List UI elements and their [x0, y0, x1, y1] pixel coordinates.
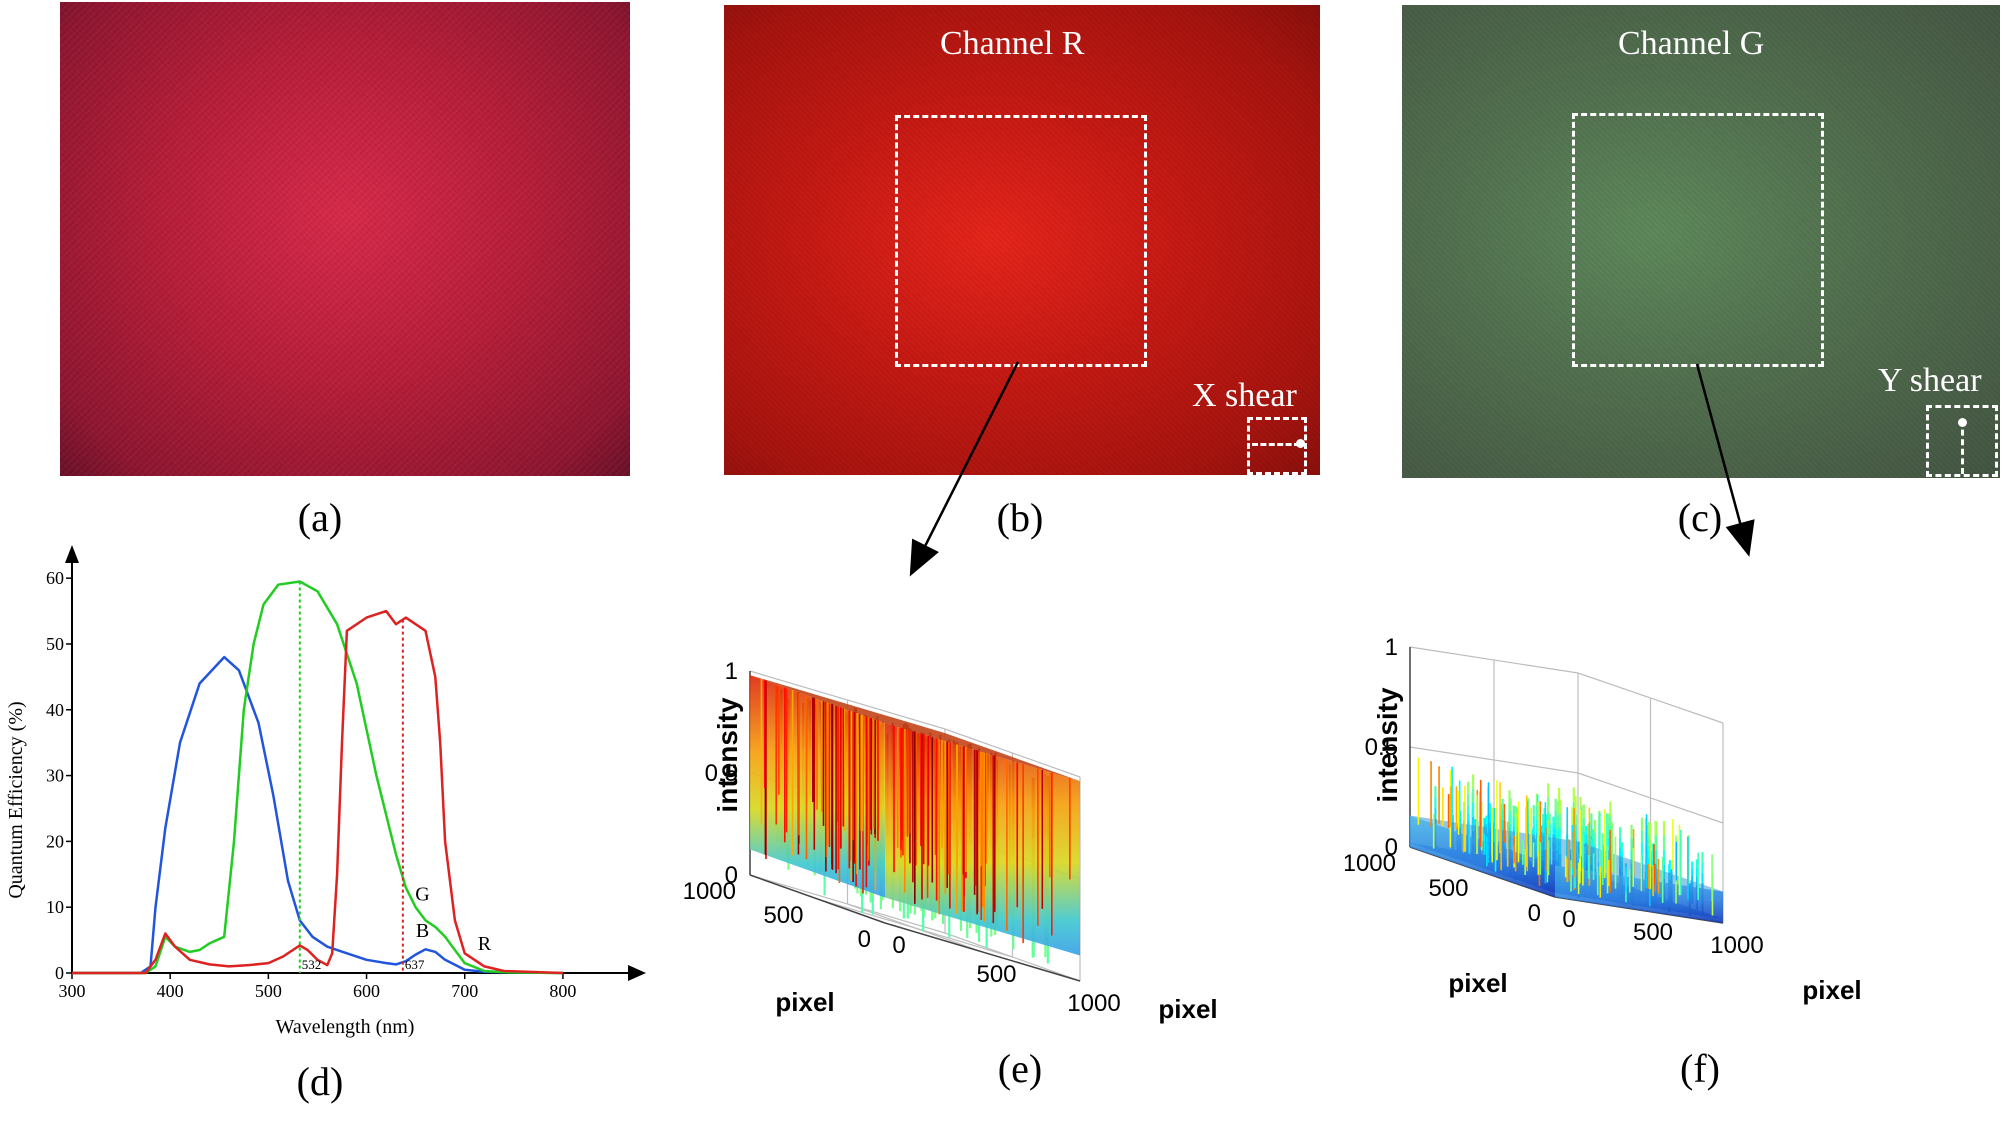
panel-d-letter: (d)	[296, 1059, 344, 1104]
x-shear-dot	[1296, 439, 1305, 448]
series-R-label: R	[478, 933, 492, 955]
panel-a-letter: (a)	[297, 495, 343, 540]
x-tick-label: 1000	[1710, 932, 1763, 959]
y-tick-label: 20	[46, 831, 64, 851]
series-B-line	[72, 655, 563, 975]
series-G-line	[72, 580, 563, 975]
marker-label-637: 637	[405, 957, 425, 972]
x-tick-label: 700	[451, 981, 478, 1001]
y-tick-label: 1000	[1345, 850, 1396, 877]
panel-b-letter: (b)	[996, 495, 1044, 540]
grid-line	[1409, 746, 1579, 774]
surface-top	[750, 675, 1080, 782]
qe-xlabel: Wavelength (nm)	[276, 1016, 415, 1038]
arrow-c-to-f	[1695, 363, 1755, 557]
x-tick-label: 400	[157, 981, 184, 1001]
z-tick-label: 1	[1385, 634, 1398, 661]
panel-a-image	[60, 2, 630, 476]
noise-overlay	[60, 2, 630, 476]
x-shear-box	[1247, 417, 1307, 475]
panel-e-letter: (e)	[997, 1046, 1043, 1091]
x-shear-arrow	[1252, 443, 1300, 446]
e-ylabel: pixel	[775, 987, 834, 1017]
y-shear-dot	[1958, 418, 1967, 427]
series-R-line	[72, 609, 563, 975]
y-shear-box	[1926, 405, 1998, 477]
z-tick-label: 0	[1385, 834, 1398, 861]
y-tick-label: 0	[1528, 900, 1541, 927]
y-shear-arrow	[1961, 420, 1964, 474]
noise-overlay	[724, 5, 1320, 475]
y-tick-label: 40	[46, 700, 64, 720]
y-axis-line	[749, 874, 886, 924]
x-tick-label: 800	[549, 981, 576, 1001]
surface-foreground-spikes	[760, 679, 1071, 944]
qe-chart: 300 400 500 600 700 800 0 10 20 30 40 50 60 BG R 532 63…	[5, 545, 646, 1038]
qe-ylabel: Quantum Efficiency (%)	[5, 701, 27, 898]
panel-c-image: Channel G Y shear	[1402, 5, 2000, 478]
y-tick-label: 0	[55, 963, 64, 983]
channel-r-label: Channel R	[940, 25, 1085, 62]
z-tick-label: 0.5	[705, 760, 738, 787]
panel-c-letter: (c)	[1677, 495, 1723, 540]
x-tick-label: 500	[1633, 919, 1673, 946]
series-G-label: G	[415, 884, 429, 906]
panel-b-image: Channel R X shear	[724, 5, 1320, 475]
y-tick-label: 1000	[683, 878, 736, 905]
e-zlabel: intensity	[712, 697, 743, 813]
x-tick-label: 1000	[1067, 990, 1120, 1017]
x-tick-label: 0	[1562, 906, 1575, 933]
z-tick-label: 0.5	[1365, 734, 1398, 761]
f-zlabel: intensity	[1372, 687, 1403, 803]
series-B-label: B	[416, 920, 429, 942]
arrow-b-to-e	[909, 361, 1020, 577]
y-tick-label: 0	[858, 926, 871, 953]
x-tick-label: 0	[892, 932, 905, 959]
f-ylabel: pixel	[1448, 968, 1507, 998]
x-tick-label: 600	[353, 981, 380, 1001]
x-tick-label: 500	[976, 961, 1016, 988]
y-tick-label: 10	[46, 897, 64, 917]
y-axis-arrowhead	[65, 545, 79, 563]
surface-left-face	[1410, 815, 1555, 897]
e-xlabel: pixel	[1158, 994, 1217, 1024]
y-tick-label: 500	[1428, 875, 1468, 902]
surface-foreground-spikes	[1417, 757, 1714, 916]
x-shear-label: X shear	[1192, 377, 1297, 414]
y-tick-label: 30	[46, 766, 64, 786]
noise-overlay	[1402, 5, 2000, 478]
x-axis-arrowhead	[628, 965, 646, 981]
x-axis-line	[884, 922, 1081, 982]
y-tick-label: 500	[763, 902, 803, 929]
y-tick-label: 60	[46, 568, 64, 588]
channel-g-label: Channel G	[1618, 25, 1765, 62]
f-xlabel: pixel	[1802, 975, 1861, 1005]
z-tick-label: 1	[725, 658, 738, 685]
y-tick-label: 50	[46, 634, 64, 654]
z-tick-label: 0	[725, 862, 738, 889]
panel-f-letter: (f)	[1680, 1046, 1720, 1091]
x-tick-label: 500	[255, 981, 282, 1001]
grid-line	[1577, 772, 1724, 824]
y-shear-label: Y shear	[1878, 362, 1982, 399]
grid-line	[817, 898, 1013, 958]
marker-label-532: 532	[302, 957, 322, 972]
x-tick-label: 300	[59, 981, 86, 1001]
roi-box-r	[895, 115, 1147, 367]
